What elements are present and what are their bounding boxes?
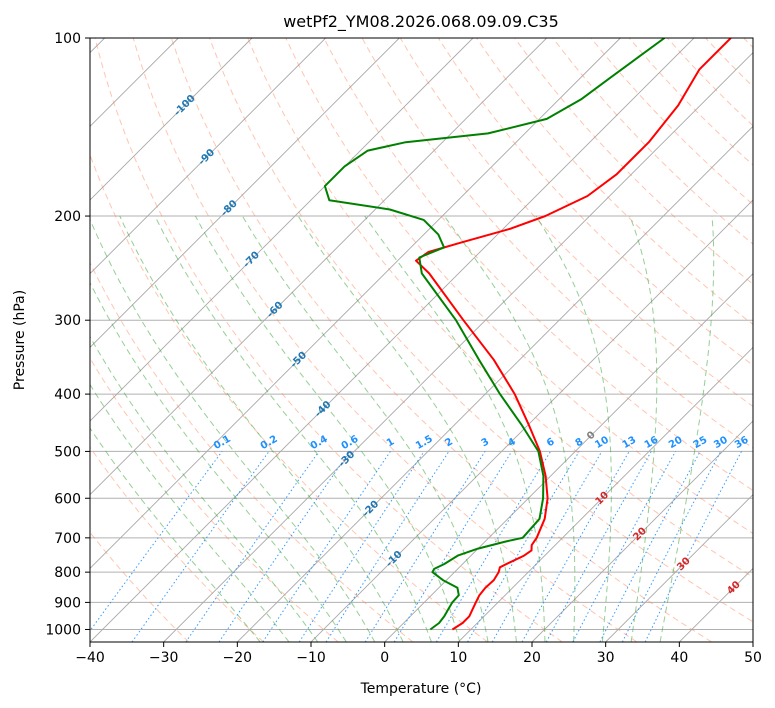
x-tick-label: 30: [597, 650, 615, 666]
x-tick-label: −20: [223, 650, 253, 666]
isotherm-line: [163, 52, 753, 642]
moist-adiabat-line: [154, 215, 432, 642]
isotherm-line: [90, 38, 474, 422]
dry-adiabat-line: [285, 38, 753, 535]
y-tick-label: 700: [54, 531, 81, 547]
axis-ticks: −40 −30 −20 −10 0 10 20 30 40 50 100 200 300 400 500 60…: [45, 31, 762, 666]
x-tick-label: −40: [75, 650, 105, 666]
y-tick-label: 400: [54, 387, 81, 403]
x-tick-label: 50: [744, 650, 762, 666]
isotherm-line: [310, 199, 753, 642]
dry-adiabat-line: [90, 446, 264, 642]
dry-adiabat-line: [323, 38, 753, 492]
mixing-ratio-line: [218, 451, 351, 642]
x-axis-label: Temperature (°C): [360, 681, 482, 697]
moist-adiabat-line: [443, 215, 576, 642]
y-tick-label: 100: [54, 31, 81, 47]
mixing-ratio-line: [521, 451, 630, 642]
dry-adiabat-line: [94, 38, 563, 642]
x-tick-label: 40: [670, 650, 688, 666]
mixing-ratio-line: [621, 451, 722, 642]
y-tick-label: 200: [54, 209, 81, 225]
mixing-ratio-line: [572, 451, 676, 642]
y-tick-label: 500: [54, 444, 81, 460]
dry-adiabat-line: [170, 38, 712, 642]
isotherm-line: [458, 346, 753, 642]
dry-adiabat-line: [247, 38, 753, 578]
isotherm-line: [90, 38, 326, 275]
mixing-ratio-label: 8: [574, 436, 586, 449]
moist-adiabat-line: [241, 215, 489, 642]
isotherm-line: [90, 38, 400, 348]
chart-title: wetPf2_YM08.2026.068.09.09.C35: [283, 12, 559, 32]
y-tick-label: 900: [54, 595, 81, 611]
mixing-ratio-line: [262, 451, 391, 642]
x-tick-label: −10: [296, 650, 326, 666]
moist-adiabat-line: [194, 215, 461, 642]
dry-adiabat-line: [209, 38, 753, 623]
isotherm-line: [90, 38, 695, 642]
mixing-ratio-line: [325, 451, 450, 642]
temperature-profile-line: [415, 38, 732, 631]
moist-adiabat-line: [535, 215, 612, 642]
moist-adiabat-line: [90, 427, 261, 642]
x-tick-label: 20: [523, 650, 541, 666]
moist-adiabat-line: [659, 215, 715, 642]
moist-adiabat-line: [90, 335, 319, 642]
moist-adiabat-line: [90, 281, 347, 642]
moist-adiabat-line: [364, 215, 546, 642]
data-lines: [323, 38, 732, 631]
moist-adiabat-line: [90, 218, 376, 642]
mixing-ratio-label: 3: [480, 436, 492, 449]
isotherm-line: [237, 125, 753, 642]
y-tick-label: 1000: [45, 622, 81, 638]
mixing-ratio-label: 2: [443, 436, 455, 449]
isotherm-line: [531, 420, 753, 642]
mixing-ratio-line: [131, 451, 270, 642]
mixing-ratio-label: 1: [385, 436, 397, 449]
y-axis-label: Pressure (hPa): [12, 290, 28, 390]
mixing-ratio-line: [644, 451, 742, 642]
mixing-ratio-line: [298, 451, 425, 642]
y-tick-label: 800: [54, 565, 81, 581]
x-tick-label: 10: [449, 650, 467, 666]
plot-frame: [89, 37, 754, 643]
isotherm-line: [90, 38, 253, 201]
background-lines: [90, 38, 753, 642]
x-tick-label: −30: [149, 650, 179, 666]
dry-adiabat-line: [514, 38, 753, 285]
dry-adiabat-line: [90, 261, 414, 642]
dewpoint-profile-line: [323, 38, 666, 631]
dry-adiabat-line: [476, 38, 753, 326]
moist-adiabat-line: [119, 215, 404, 642]
dry-adiabat-line: [90, 357, 339, 642]
moist-adiabat-line: [629, 215, 658, 642]
isotherm-line: [384, 273, 753, 642]
mixing-ratio-line: [393, 451, 513, 642]
mixing-ratio-line: [90, 451, 223, 632]
mixing-ratio-label: 6: [545, 436, 557, 449]
mixing-ratio-line: [185, 451, 320, 642]
x-tick-label: 0: [380, 650, 389, 666]
mixing-ratio-label: 4: [506, 436, 518, 449]
y-tick-label: 300: [54, 313, 81, 329]
isotherm-line: [90, 38, 621, 569]
isotherm-line: [605, 494, 753, 642]
mixing-ratio-line: [545, 451, 652, 642]
y-tick-label: 600: [54, 491, 81, 507]
